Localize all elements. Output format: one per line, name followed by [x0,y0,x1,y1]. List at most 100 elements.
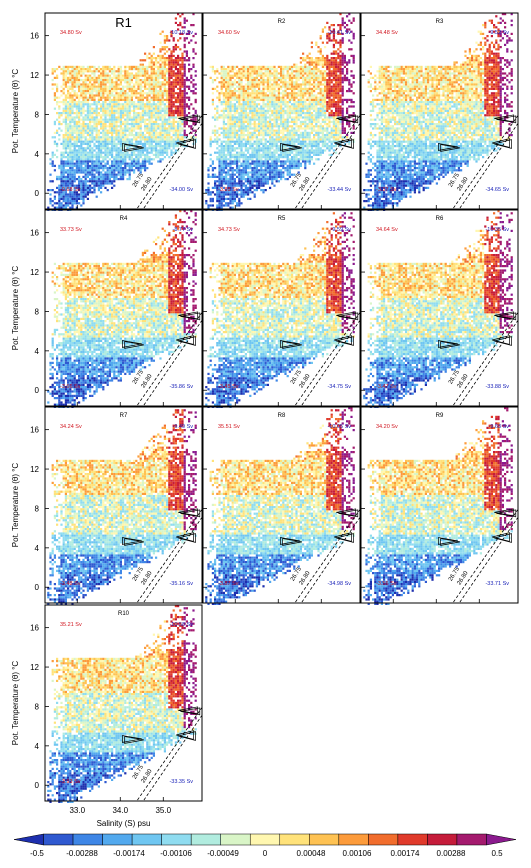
transport-triangle [494,336,512,346]
transport-triangle [176,730,194,740]
isopycnal-line [301,123,361,209]
colorbar-cell [486,833,517,846]
panel-title: R6 [436,216,444,222]
y-tick-label: 0 [35,386,40,395]
y-tick-label: 8 [35,504,40,513]
transport-triangle [440,538,460,546]
heatmap-cells [363,210,513,408]
transport-triangle [338,509,359,518]
transport-triangle [336,139,354,149]
transport-top-right: -9.49 Sv [173,424,194,430]
y-tick-label: 12 [30,663,39,672]
transport-triangle [178,533,196,543]
colorbar-cell [220,833,251,846]
transport-top-left: 35.51 Sv [218,424,240,430]
transport-triangle [336,508,357,517]
isopycnal-line [295,509,361,603]
y-tick-label: 8 [35,702,40,711]
transport-top-left: 34.48 Sv [376,30,398,36]
y-tick-label: 16 [30,32,39,41]
y-tick-label: 4 [35,150,40,159]
panel-frame [360,12,519,210]
colorbar-cell [190,833,221,846]
panel-title: R10 [118,611,130,617]
panel-frame [44,12,203,210]
panel-title: R4 [120,216,128,222]
isopycnal-line [137,707,203,801]
transport-triangle [496,115,517,124]
panel-frame [44,209,203,407]
y-tick-label: 8 [35,307,40,316]
y-tick-label: 12 [30,465,39,474]
colorbar-cell [427,833,458,846]
isopycnal-line [137,115,203,209]
transport-triangle [122,537,142,545]
heatmap-cells [47,605,197,803]
transport-top-left: 34.60 Sv [218,30,240,36]
colorbar-cell [43,833,74,846]
transport-triangle [122,735,142,743]
x-tick-label: 35.0 [155,806,171,815]
colorbar-cell [13,833,44,846]
y-tick-label: 0 [35,781,40,790]
transport-top-left: 34.73 Sv [218,227,240,233]
transport-triangle [438,340,458,348]
colorbar-tick-label: -0.00288 [66,849,98,858]
isopycnal-line [143,715,203,801]
y-tick-label: 8 [35,110,40,119]
isopycnal-line [295,115,361,209]
colorbar-tick-label: -0.00106 [160,849,192,858]
y-tick-label: 16 [30,624,39,633]
transport-triangle [336,336,354,346]
transport-triangle [176,138,194,148]
transport-bottom-left: -3.93 Sv [60,779,81,785]
panel-frame [202,12,361,210]
transport-triangle [338,115,359,124]
heatmap-cells [47,409,197,605]
colorbar-cell [309,833,340,846]
transport-triangle [492,138,510,148]
transport-triangle [494,139,512,149]
transport-triangle [178,114,199,123]
transport-bottom-right: -33.71 Sv [485,581,509,587]
transport-top-right: -10.05 Sv [327,424,351,430]
isopycnal-line [459,517,519,603]
transport-bottom-left: -3.66 Sv [60,384,81,390]
transport-bottom-left: -3.37 Sv [376,187,397,193]
transport-triangle [494,311,515,320]
transport-triangle [492,335,510,345]
transport-bottom-left: -3.87 Sv [218,581,239,587]
heatmap-cells [363,407,513,605]
isopycnal-line [453,115,519,209]
panel-title: R2 [278,19,286,25]
y-tick-label: 12 [30,268,39,277]
isopycnal-line [301,517,361,603]
transport-triangle [440,144,460,152]
y-tick-label: 4 [35,742,40,751]
transport-triangle [280,143,300,151]
heatmap-cells [363,13,513,211]
colorbar-cell [249,833,281,846]
transport-triangle [124,736,144,744]
transport-triangle [334,335,352,345]
colorbar-cell [368,833,399,846]
transport-triangle [338,312,359,321]
transport-bottom-right: -33.44 Sv [327,187,351,193]
transport-triangle [492,532,510,542]
transport-triangle [496,509,517,518]
transport-top-right: -8.77 Sv [173,227,194,233]
colorbar: -0.5 -0.00288 -0.00174 -0.00106 -0.00049 0 0.0… [13,833,517,858]
colorbar-cell [456,833,487,846]
panel-frame [44,604,203,802]
transport-triangle [494,508,515,517]
colorbar-tick-label: -0.00174 [113,849,145,858]
colorbar-cell [338,833,369,846]
transport-triangle [124,341,144,349]
transport-bottom-right: -34.00 Sv [169,187,193,193]
panel-title: R1 [115,15,132,30]
transport-bottom-right: -33.35 Sv [169,779,193,785]
colorbar-cell [161,833,192,846]
